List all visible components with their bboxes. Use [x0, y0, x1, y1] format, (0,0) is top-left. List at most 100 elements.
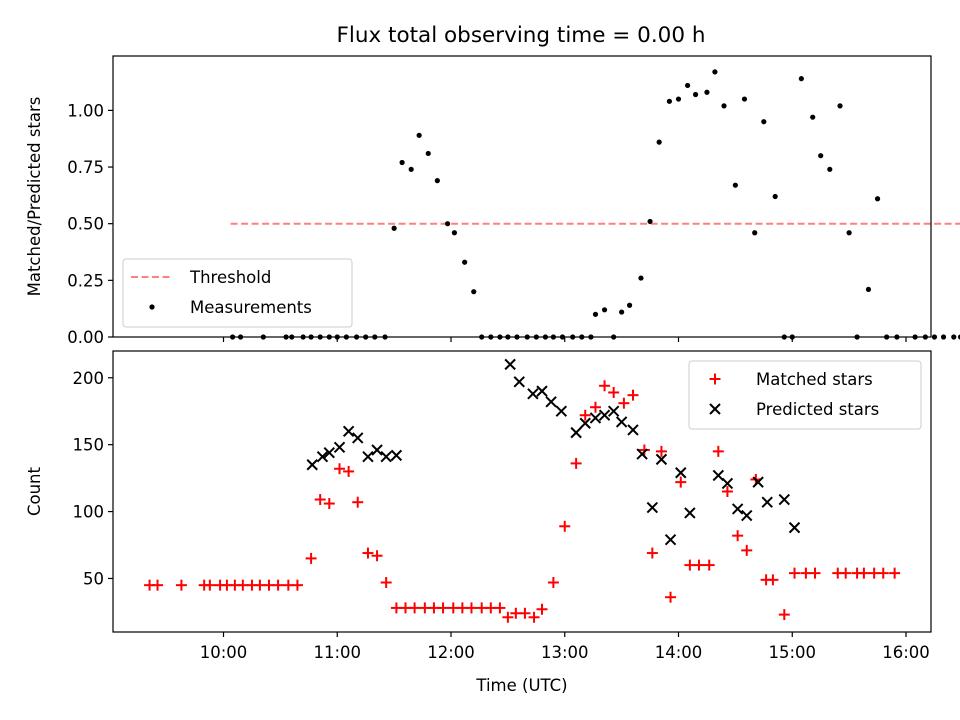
x-tick-label: 15:00: [768, 643, 816, 662]
plot-frame: [112, 55, 932, 338]
data-point: [399, 159, 405, 166]
data-point: [371, 444, 383, 456]
data-point: [536, 385, 548, 397]
data-point: [619, 309, 625, 315]
data-point: [598, 409, 611, 421]
x-axis-label: Time (UTC): [475, 676, 567, 695]
data-point: [810, 114, 816, 120]
data-point: [513, 376, 525, 388]
y-tick-label: 200: [73, 369, 105, 388]
y-tick-label: 0.00: [67, 328, 104, 347]
data-point: [334, 463, 346, 475]
data-point: [204, 579, 216, 591]
data-point: [570, 457, 582, 469]
data-point: [666, 98, 673, 104]
data-point: [589, 401, 601, 413]
data-point: [391, 225, 397, 231]
data-point: [752, 230, 758, 236]
data-point: [712, 69, 718, 75]
data-point: [437, 602, 449, 614]
data-point: [692, 91, 699, 98]
data-point: [592, 311, 599, 317]
legend-measurements-swatch: [149, 304, 155, 310]
y-tick-label: 1.00: [67, 101, 104, 120]
data-point: [494, 602, 506, 614]
data-point: [342, 425, 355, 437]
data-point: [685, 82, 691, 89]
data-point: [647, 218, 653, 225]
plot-frame: [112, 350, 932, 633]
data-point: [608, 386, 620, 398]
data-point: [646, 501, 659, 514]
data-point: [519, 607, 531, 619]
data-point: [579, 417, 591, 429]
x-tick-label: 12:00: [427, 643, 475, 662]
data-point: [732, 530, 744, 542]
data-point: [675, 476, 687, 488]
data-point: [425, 150, 431, 157]
data-point: [656, 139, 662, 145]
data-point: [471, 289, 477, 295]
data-point: [272, 579, 284, 591]
y-tick-label: 0.25: [67, 271, 104, 290]
data-point: [675, 467, 687, 479]
data-point: [371, 550, 383, 562]
data-point: [462, 259, 468, 265]
y-axis-label: Count: [25, 466, 44, 516]
y-tick-label: 100: [73, 503, 105, 522]
data-point: [599, 380, 611, 392]
data-point: [741, 96, 748, 102]
data-point: [877, 567, 889, 579]
x-tick-label: 14:00: [655, 643, 703, 662]
y-tick-label: 150: [73, 436, 105, 455]
data-point: [352, 496, 364, 508]
data-point: [732, 182, 738, 188]
data-point: [316, 451, 329, 463]
data-point: [408, 166, 414, 172]
data-point: [152, 579, 164, 591]
data-point: [638, 444, 650, 456]
data-point: [827, 166, 833, 172]
data-point: [305, 552, 317, 564]
data-point: [655, 445, 667, 457]
data-point: [601, 307, 608, 313]
data-point: [536, 603, 548, 615]
data-point: [721, 103, 727, 109]
legend: Matched stars Predicted stars: [688, 360, 922, 430]
data-point: [778, 609, 790, 621]
data-point: [352, 432, 364, 444]
data-point: [721, 486, 733, 497]
y-axis-label: Matched/Predicted stars: [25, 97, 44, 297]
bottom-plot: 50 100 150 200 10:00 11:00 12:00 13:00 14:00 15:0…: [25, 350, 932, 695]
data-point: [798, 76, 804, 82]
data-point: [761, 496, 773, 508]
data-point: [570, 426, 582, 439]
data-point: [547, 576, 559, 588]
data-point: [636, 448, 648, 460]
data-point: [889, 567, 901, 579]
legend-predicted-swatch: [709, 403, 721, 415]
data-point: [362, 451, 374, 463]
data-point: [703, 559, 715, 571]
data-point: [627, 424, 639, 436]
data-point: [390, 449, 403, 462]
data-point: [940, 334, 947, 340]
y-tick-label: 0.50: [67, 215, 104, 234]
data-point: [809, 567, 821, 579]
data-point: [545, 396, 557, 408]
data-point: [527, 388, 539, 400]
data-point: [380, 576, 392, 588]
data-point: [772, 193, 778, 200]
chart-title: Flux total observing time = 0.00 h: [337, 23, 706, 48]
data-point: [323, 498, 335, 510]
data-point: [555, 405, 568, 417]
data-point: [665, 591, 677, 603]
series-measurements: [230, 69, 960, 340]
data-point: [931, 334, 938, 340]
data-point: [693, 559, 705, 571]
data-point: [416, 132, 422, 138]
data-point: [607, 405, 620, 417]
data-point: [559, 520, 571, 532]
data-point: [951, 334, 957, 340]
data-point: [761, 119, 767, 125]
